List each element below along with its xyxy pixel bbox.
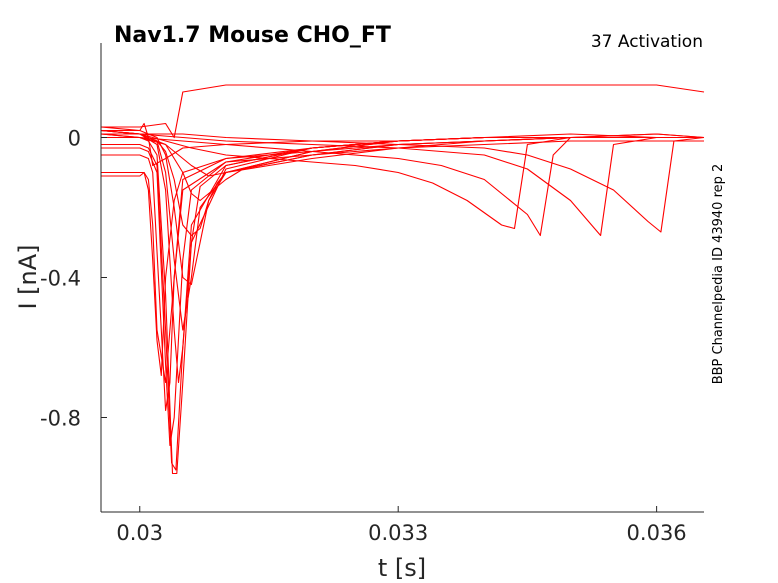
y-ticks: 0 -0.4 -0.8 (40, 127, 107, 431)
trace-group (100, 84, 705, 475)
trace-17 (101, 84, 705, 139)
chart-title: Nav1.7 Mouse CHO_FT (114, 23, 391, 48)
trace-4 (101, 133, 705, 447)
trace-14 (101, 136, 704, 237)
x-tick-label: 0.03 (116, 521, 163, 545)
trace-16 (100, 129, 705, 233)
trace-7 (101, 133, 704, 384)
trace-5 (101, 136, 704, 471)
trace-2 (101, 136, 704, 377)
trace-6 (101, 136, 704, 475)
x-axis-label: t [s] (378, 554, 426, 582)
y-tick-label: -0.4 (40, 267, 81, 291)
x-tick-label: 0.033 (368, 521, 428, 545)
trace-15 (101, 133, 704, 237)
chart-subtitle: 37 Activation (591, 32, 703, 52)
x-ticks: 0.03 0.033 0.036 (116, 506, 687, 545)
y-axis-label: I [nA] (14, 244, 42, 309)
y-tick-label: 0 (68, 127, 81, 151)
trace-1 (101, 140, 704, 384)
y-tick-label: -0.8 (40, 407, 81, 431)
trace-13 (100, 129, 704, 230)
trace-18 (101, 122, 704, 167)
trace-3 (101, 133, 704, 412)
trace-9 (100, 126, 704, 286)
x-tick-label: 0.036 (627, 521, 687, 545)
side-label: BBP Channelpedia ID 43940 rep 2 (711, 164, 726, 385)
